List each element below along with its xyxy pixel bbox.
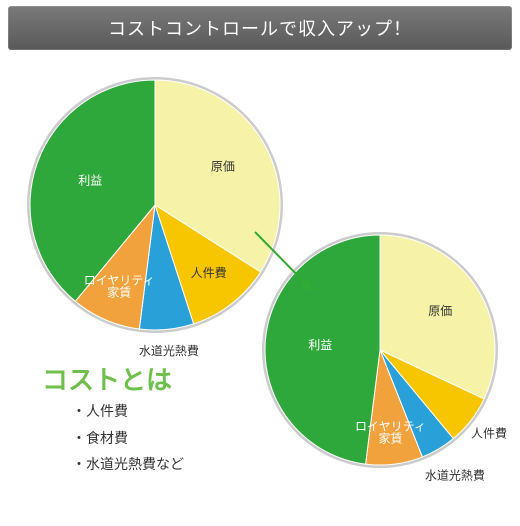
pie1-label-1: 人件費 (191, 265, 227, 280)
chart-area: 原価人件費水道光熱費ロイヤリティ家賃利益原価人件費水道光熱費ロイヤリティ家賃利益… (0, 50, 520, 520)
cost-note-item: ・食材費 (72, 425, 184, 452)
header-bar: コストコントロールで収入アップ！ (8, 6, 512, 50)
pie2-label-2: 水道光熱費 (425, 468, 485, 483)
pie2-label-4: 利益 (308, 338, 332, 352)
pie1-label-0: 原価 (211, 160, 235, 174)
header-title: コストコントロールで収入アップ！ (108, 15, 412, 41)
pie1-label-4: 利益 (78, 174, 102, 188)
cost-note-title: コストとは (42, 360, 172, 397)
cost-note-item: ・人件費 (72, 398, 184, 425)
pie2-label-0: 原価 (428, 304, 452, 318)
cost-note-item: ・水道光熱費など (72, 451, 184, 478)
cost-note-list: ・人件費・食材費・水道光熱費など (72, 398, 184, 478)
pie1-label-2: 水道光熱費 (139, 343, 199, 358)
pie2-label-1: 人件費 (471, 426, 507, 441)
